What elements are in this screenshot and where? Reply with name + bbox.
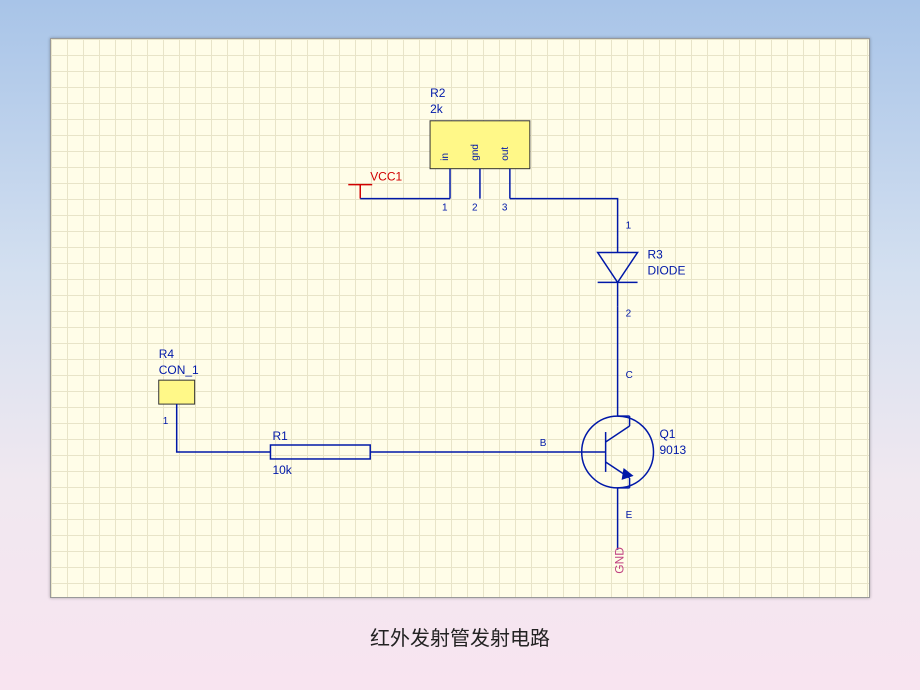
q1-value: 9013 xyxy=(660,443,687,457)
component-r4-connector: R4 CON_1 1 xyxy=(159,347,199,428)
q1-pin-c: C xyxy=(626,370,633,381)
r3-pin2: 2 xyxy=(626,308,632,319)
r4-pin1: 1 xyxy=(163,416,169,427)
r3-ref: R3 xyxy=(648,247,664,261)
r2-pinnum-1: 1 xyxy=(442,203,448,214)
power-vcc: VCC1 xyxy=(348,170,402,199)
r4-value: CON_1 xyxy=(159,363,199,377)
q1-pin-e: E xyxy=(626,510,633,521)
wire-r4-r1 xyxy=(177,428,271,452)
r1-value: 10k xyxy=(272,463,291,477)
r2-pin1-name: in xyxy=(440,153,451,161)
r3-value: DIODE xyxy=(648,263,686,277)
component-r3-diode: 1 2 R3 DIODE xyxy=(598,221,686,320)
q1-ref: Q1 xyxy=(660,427,676,441)
r2-pin3-name: out xyxy=(500,147,511,161)
r2-pin2-name: gnd xyxy=(470,144,481,161)
vcc-label: VCC1 xyxy=(370,170,402,184)
r4-ref: R4 xyxy=(159,347,175,361)
component-q1-transistor: Q1 9013 xyxy=(582,416,687,488)
r2-pinnum-3: 3 xyxy=(502,203,508,214)
power-gnd: GND xyxy=(613,547,627,574)
schematic-canvas: R2 2k in gnd out 1 2 3 VCC1 1 xyxy=(50,38,870,598)
r2-value: 2k xyxy=(430,102,443,116)
gnd-label: GND xyxy=(613,547,627,574)
r2-ref: R2 xyxy=(430,86,446,100)
component-r2: R2 2k in gnd out 1 2 3 xyxy=(430,86,530,214)
r3-pin1: 1 xyxy=(626,221,632,232)
component-r1-resistor: R1 10k xyxy=(270,429,370,477)
wire-r2-r3 xyxy=(510,199,618,237)
r1-ref: R1 xyxy=(272,429,288,443)
q1-pin-b: B xyxy=(540,438,547,449)
r2-pinnum-2: 2 xyxy=(472,203,478,214)
figure-caption: 红外发射管发射电路 xyxy=(370,622,550,651)
schematic-svg: R2 2k in gnd out 1 2 3 VCC1 1 xyxy=(51,39,869,598)
